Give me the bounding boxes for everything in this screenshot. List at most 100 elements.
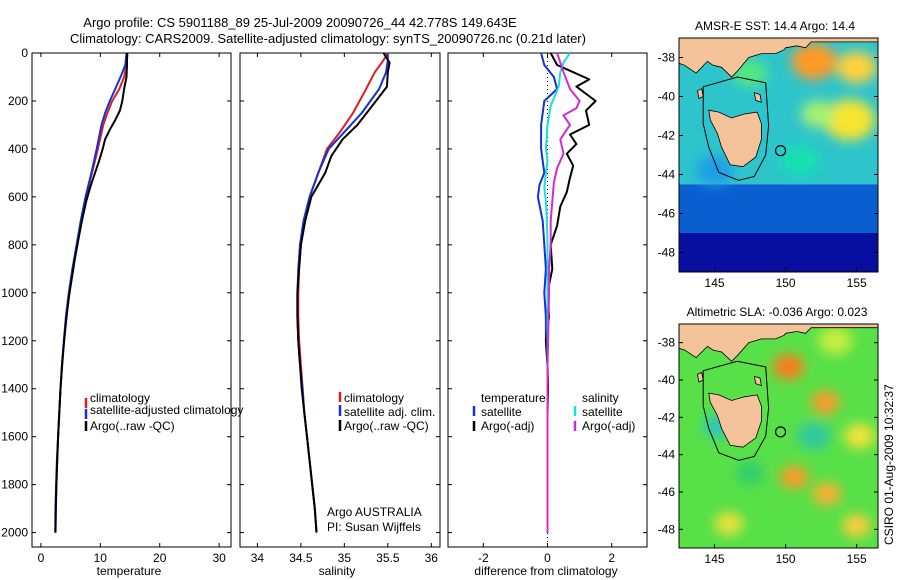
y-tick-label: 1400 (1, 382, 28, 396)
temperature-series-0 (54, 52, 129, 533)
x-tick-label: 35 (338, 551, 352, 565)
flinders-island-land (753, 92, 762, 103)
x-tick-label: 155 (847, 552, 867, 566)
x-tick-label: 30 (212, 551, 226, 565)
y-tick-label: -38 (658, 51, 676, 65)
salinity-axes-box (239, 52, 441, 548)
temperature-series-2 (54, 53, 128, 533)
difference-series-3 (546, 52, 581, 533)
temperature-panel: 0 200 400 600 800 1000 1200 1400 1600 1800 2000 0 10… (1, 46, 243, 578)
salinity-grid: 34 34.5 35 35.5 36 (239, 52, 441, 565)
difference-lines (536, 52, 597, 533)
map-patch (836, 51, 877, 84)
legend-argo-label: Argo(..raw -QC) (90, 419, 175, 433)
x-tick-label: 0 (38, 551, 45, 565)
legend-climatology-label: climatology (90, 391, 150, 405)
y-tick-label: -40 (658, 90, 676, 104)
salinity-series-0 (297, 52, 389, 533)
map-patch (772, 354, 805, 380)
legend-argo-label: Argo(..raw -QC) (344, 419, 429, 433)
sla-map-title: Altimetric SLA: -0.036 Argo: 0.023 (687, 305, 868, 319)
legend-salinity-title: salinity (582, 391, 619, 405)
title-line-1: Argo profile: CS 5901188_89 25-Jul-2009 … (83, 15, 517, 30)
difference-panel: -2 0 2 temperature satellite Argo(-adj) sa… (447, 52, 648, 578)
sst_map-frame (678, 37, 879, 273)
title-line-2: Climatology: CARS2009. Satellite-adjuste… (70, 31, 586, 46)
salinity-series-1 (296, 53, 389, 533)
legend-climatology-label: climatology (344, 391, 404, 405)
king-island-land (697, 371, 704, 383)
map-patch (791, 43, 837, 80)
temperature-xlabel: temperature (97, 564, 162, 578)
map-patch (714, 512, 743, 536)
map-patch (842, 514, 871, 537)
temperature-legend: climatology satellite-adjusted climatolo… (84, 391, 243, 433)
y-tick-label: 2000 (1, 526, 28, 540)
x-tick-label: 2 (608, 551, 615, 565)
map-patch (818, 327, 853, 355)
y-tick-label: 1800 (1, 478, 28, 492)
sla-map-panel: Altimetric SLA: -0.036 Argo: 0.023 -38 -4… (658, 305, 879, 566)
y-tick-label: -40 (658, 373, 676, 387)
sla_map-field (679, 324, 878, 548)
shelf-outline (702, 76, 770, 181)
legend-temperature-title: temperature (481, 391, 546, 405)
difference-legend: temperature satellite Argo(-adj) salinit… (472, 391, 635, 433)
y-tick-label: -42 (658, 410, 676, 424)
salinity-panel: 34 34.5 35 35.5 36 climatology satellite adj… (239, 52, 441, 578)
king-island-land (697, 88, 704, 100)
map-patch (779, 144, 820, 177)
map-patch (811, 391, 840, 414)
y-tick-label: -48 (658, 522, 676, 536)
temperature-grid: 0 200 400 600 800 1000 1200 1400 1600 1800 2000 0 10… (1, 46, 232, 565)
y-tick-label: -46 (658, 207, 676, 221)
legend-satellite-label: satellite-adjusted climatology (90, 403, 243, 417)
map-patch (735, 461, 765, 485)
x-tick-label: 150 (776, 552, 796, 566)
y-tick-label: -38 (658, 336, 676, 350)
salinity-lines (296, 52, 391, 533)
y-tick-label: 1200 (1, 334, 28, 348)
temperature-lines (54, 52, 129, 533)
argo-position-marker (774, 145, 787, 157)
map-patches (703, 327, 876, 537)
timestamp-label: CSIRO 01-Aug-2009 10:32:37 (882, 384, 896, 545)
y-tick-label: -44 (658, 448, 676, 462)
map-patch (801, 100, 836, 128)
x-tick-label: 10 (94, 551, 108, 565)
x-tick-label: 35.5 (376, 551, 400, 565)
x-tick-label: -2 (478, 551, 489, 565)
tasmania-land (708, 109, 762, 168)
x-tick-label: 0 (544, 551, 551, 565)
mainland-land (679, 324, 878, 362)
x-tick-label: 34.5 (289, 551, 313, 565)
y-tick-label: 400 (8, 142, 28, 156)
shelf-outline (702, 360, 770, 461)
y-tick-label: -44 (658, 168, 676, 182)
salinity-annotation-2: PI: Susan Wijffels (327, 520, 421, 534)
y-tick-label: 0 (21, 46, 28, 60)
legend-temp-argo-label: Argo(-adj) (481, 419, 534, 433)
x-tick-label: 145 (705, 552, 725, 566)
sst-map-title: AMSR-E SST: 14.4 Argo: 14.4 (695, 19, 855, 33)
y-tick-label: 1000 (1, 286, 28, 300)
salinity-legend: climatology satellite adj. clim. Argo(..… (338, 391, 435, 433)
x-tick-label: 150 (776, 276, 796, 290)
legend-sal-satellite-label: satellite (582, 405, 623, 419)
map-band (679, 184, 878, 233)
y-tick-label: 200 (8, 94, 28, 108)
salinity-series-2 (296, 52, 391, 533)
x-tick-label: 34 (251, 551, 265, 565)
y-tick-label: 800 (8, 238, 28, 252)
map-patch (812, 482, 842, 506)
salinity-xlabel: salinity (319, 564, 356, 578)
salinity-annotation-1: Argo AUSTRALIA (327, 505, 422, 519)
map-patch (796, 422, 832, 450)
y-tick-label: -46 (658, 485, 676, 499)
map-band (679, 233, 878, 272)
x-tick-label: 155 (847, 276, 867, 290)
difference-grid: -2 0 2 (447, 52, 648, 565)
y-tick-label: -42 (658, 129, 676, 143)
map-patch (779, 465, 809, 489)
